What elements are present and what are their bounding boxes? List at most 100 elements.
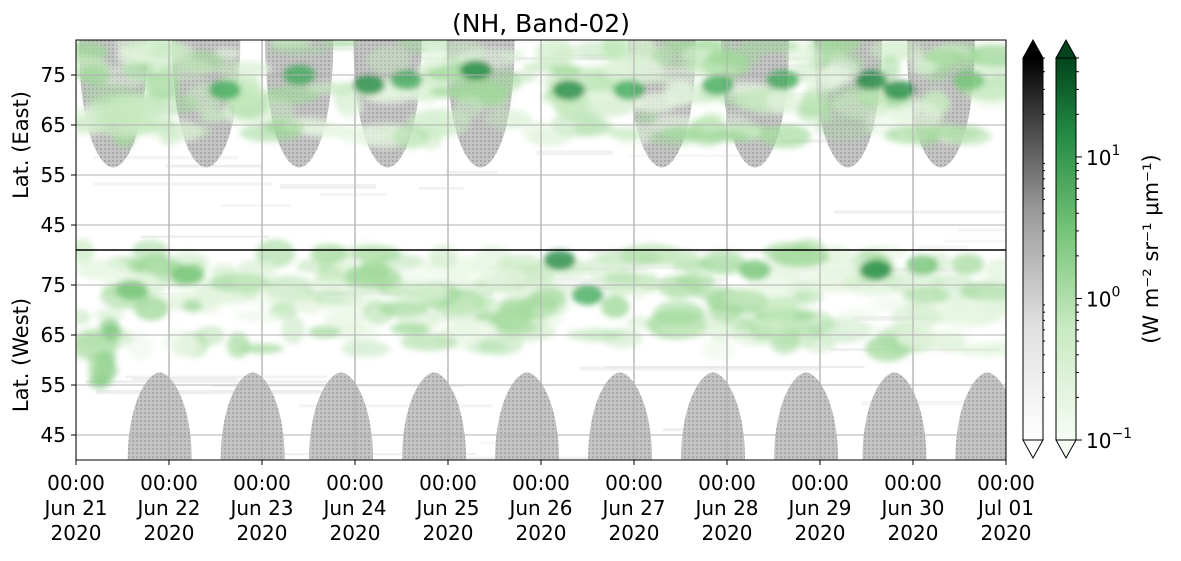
- radiance-patch: [115, 40, 155, 59]
- radiance-patch: [392, 125, 429, 150]
- x-tick-label-time: 00:00: [419, 471, 477, 495]
- y-tick-label: 65: [41, 113, 66, 137]
- colorbar-tick-label: 101: [1086, 143, 1120, 170]
- no-data-lobe: [588, 372, 653, 460]
- no-data-lobe: [955, 372, 1006, 460]
- radiance-patch: [893, 130, 928, 143]
- radiance-patch: [400, 333, 458, 351]
- colorbar-tick-exp: 1: [1111, 143, 1120, 159]
- background-streak: [93, 182, 273, 186]
- radiance-patch: [94, 308, 124, 321]
- colorbar-greys: [1022, 57, 1044, 441]
- radiance-patch: [984, 339, 1006, 353]
- radiance-patch: [336, 94, 363, 119]
- radiance-patch: [709, 52, 748, 64]
- radiance-patch: [76, 259, 132, 281]
- radiance-patch: [232, 276, 263, 297]
- no-data-lobe: [309, 372, 374, 460]
- no-data-lobe: [774, 372, 839, 460]
- x-tick-label-time: 00:00: [512, 471, 570, 495]
- no-data-lobe: [220, 372, 285, 460]
- radiance-patch: [920, 330, 972, 343]
- radiance-patch: [76, 309, 91, 325]
- radiance-patch: [893, 101, 943, 128]
- radiance-patch: [87, 352, 108, 369]
- background-streak: [957, 228, 1006, 232]
- background-streak: [220, 204, 291, 207]
- radiance-patch: [452, 295, 493, 311]
- background-streak: [165, 164, 262, 168]
- radiance-patch: [700, 130, 751, 143]
- x-tick-label-year: 2020: [516, 521, 567, 545]
- radiance-patch: [760, 124, 812, 149]
- radiance-core: [208, 80, 241, 100]
- radiance-core: [390, 70, 423, 90]
- radiance-patch: [766, 88, 802, 115]
- background-streak: [299, 404, 492, 408]
- radiance-patch: [800, 87, 828, 110]
- radiance-patch: [406, 282, 448, 309]
- x-tick-label-day: Jun 22: [135, 496, 200, 520]
- radiance-core: [357, 260, 390, 280]
- radiance-patch: [626, 315, 650, 329]
- radiance-patch: [647, 127, 702, 147]
- radiance-patch: [122, 60, 180, 80]
- background-streak: [579, 366, 819, 371]
- radiance-patch: [753, 316, 803, 333]
- radiance-patch: [308, 325, 342, 338]
- x-tick-label-year: 2020: [609, 521, 660, 545]
- radiance-core: [883, 80, 916, 100]
- colorbar-tick-exp: −1: [1111, 426, 1132, 442]
- background-streak: [86, 380, 327, 384]
- radiance-patch: [587, 252, 613, 283]
- x-tick-label-day: Jun 30: [879, 496, 944, 520]
- radiance-patch: [281, 315, 305, 344]
- radiance-core: [115, 280, 148, 300]
- radiance-patch: [652, 46, 704, 69]
- x-tick-label-year: 2020: [981, 521, 1032, 545]
- colorbar-tick-base: 10: [1086, 146, 1111, 170]
- background-streak: [834, 210, 1006, 214]
- x-tick-label-year: 2020: [51, 521, 102, 545]
- radiance-core: [352, 75, 385, 95]
- x-tick-label-time: 00:00: [233, 471, 291, 495]
- radiance-core: [859, 260, 892, 280]
- colorbar-greys-extend-max: [1022, 38, 1044, 59]
- radiance-patch: [738, 40, 799, 54]
- x-tick-label-day: Jun 27: [600, 496, 665, 520]
- background-streak: [109, 292, 208, 296]
- radiance-patch: [256, 284, 307, 304]
- radiance-patch: [878, 55, 901, 80]
- x-tick-label-day: Jul 01: [976, 496, 1034, 520]
- radiance-patch: [473, 245, 514, 274]
- x-tick-label-day: Jun 24: [321, 496, 386, 520]
- x-tick-label-year: 2020: [702, 521, 753, 545]
- y-tick-label: 65: [41, 323, 66, 347]
- x-tick-label-day: Jun 29: [786, 496, 851, 520]
- x-tick-label-time: 00:00: [605, 471, 663, 495]
- radiance-patch: [99, 318, 120, 335]
- colorbar-greens-extend-min: [1055, 439, 1077, 460]
- y-tick-label: 55: [41, 163, 66, 187]
- radiance-patch: [122, 258, 186, 276]
- x-tick-label-time: 00:00: [791, 471, 849, 495]
- x-tick-label-time: 00:00: [326, 471, 384, 495]
- radiance-patch: [199, 108, 228, 124]
- radiance-core: [701, 75, 734, 95]
- background-streak: [944, 239, 1006, 243]
- radiance-patch: [185, 290, 246, 302]
- radiance-patch: [481, 266, 527, 288]
- background-streak: [92, 155, 239, 160]
- colorbar-tick-base: 10: [1086, 429, 1111, 453]
- y-tick-label: 55: [41, 373, 66, 397]
- radiance-patch: [694, 40, 733, 55]
- background-streak: [319, 192, 387, 196]
- y-tick-label: 45: [41, 423, 66, 447]
- radiance-patch: [390, 322, 430, 335]
- radiance-patch: [428, 308, 455, 323]
- radiance-patch: [709, 318, 732, 343]
- radiance-patch: [793, 290, 824, 305]
- background-streak: [279, 184, 377, 189]
- radiance-core: [459, 60, 492, 80]
- radiance-patch: [522, 120, 552, 144]
